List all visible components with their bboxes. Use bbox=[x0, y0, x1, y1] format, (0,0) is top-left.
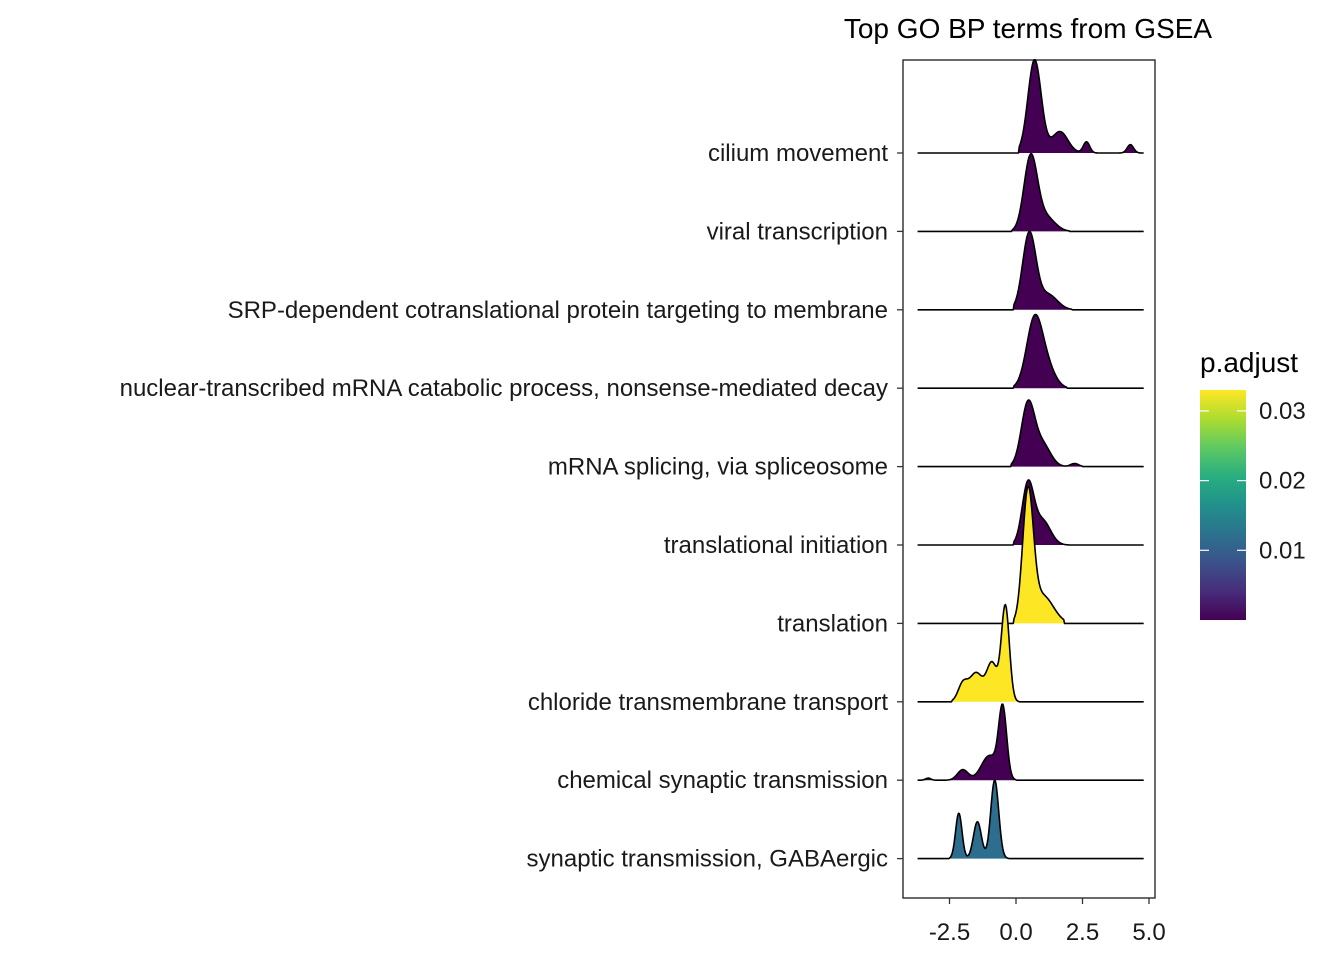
ridge-density-fill bbox=[949, 780, 1016, 859]
legend-tick-label: 0.01 bbox=[1259, 537, 1306, 564]
y-axis: cilium movement viral transcription SRP-de… bbox=[120, 140, 903, 873]
ridge-group bbox=[917, 152, 1144, 233]
ridge-density-fill bbox=[1013, 231, 1072, 310]
y-tick-label: synaptic transmission, GABAergic bbox=[527, 846, 888, 873]
ridge-group bbox=[917, 230, 1144, 311]
ridge-density-fill bbox=[1018, 59, 1144, 153]
ridge-density-fill bbox=[1013, 486, 1064, 624]
legend-tick-label: 0.02 bbox=[1259, 468, 1306, 495]
x-axis: -2.5 0.0 2.5 5.0 bbox=[929, 898, 1166, 946]
y-tick-label: mRNA splicing, via spliceosome bbox=[548, 454, 888, 481]
y-tick-label: SRP-dependent cotranslational protein ta… bbox=[228, 297, 888, 324]
ridge-group bbox=[917, 485, 1144, 625]
ridge-group bbox=[917, 58, 1144, 154]
ridge-density-outline bbox=[917, 58, 1144, 154]
x-tick-label: 0.0 bbox=[999, 919, 1032, 946]
ridge-density-fill bbox=[952, 604, 1019, 702]
ridge-density-fill bbox=[917, 703, 1016, 781]
chart-title: Top GO BP terms from GSEA bbox=[844, 13, 1213, 44]
color-legend: p.adjust 0.01 0.02 0.03 bbox=[1200, 347, 1306, 620]
ridge-density-fill bbox=[1013, 314, 1067, 389]
ridge-density-outline bbox=[917, 485, 1144, 625]
ridge-density-outline bbox=[917, 230, 1144, 311]
ridge-density-fill bbox=[1010, 399, 1083, 467]
ridge-group bbox=[917, 603, 1144, 703]
legend-ticks: 0.01 0.02 0.03 bbox=[1200, 398, 1306, 564]
x-tick-label: 5.0 bbox=[1132, 919, 1165, 946]
ridge-density-outline bbox=[917, 479, 1144, 546]
ridge-density-outline bbox=[917, 152, 1144, 233]
y-tick-label: translational initiation bbox=[664, 532, 888, 559]
y-tick-label: viral transcription bbox=[707, 218, 888, 245]
ridge-group bbox=[917, 399, 1144, 468]
plot-panel-border bbox=[902, 59, 1156, 899]
y-tick-label: chemical synaptic transmission bbox=[557, 767, 888, 794]
ridge-group bbox=[917, 313, 1144, 389]
y-tick-label: cilium movement bbox=[708, 140, 888, 167]
legend-colorbar bbox=[1200, 390, 1246, 620]
ridge-density-outline bbox=[917, 399, 1144, 468]
y-tick-label: nuclear-transcribed mRNA catabolic proce… bbox=[120, 375, 888, 402]
ridges-layer bbox=[917, 58, 1144, 860]
ridge-density-outline bbox=[917, 603, 1144, 703]
ridge-density-outline bbox=[917, 779, 1144, 860]
x-tick-label: 2.5 bbox=[1066, 919, 1099, 946]
legend-title: p.adjust bbox=[1200, 347, 1298, 378]
y-tick-label: translation bbox=[777, 610, 888, 637]
ridge-density-outline bbox=[917, 313, 1144, 389]
y-tick-label: chloride transmembrane transport bbox=[528, 689, 888, 716]
x-tick-label: -2.5 bbox=[929, 919, 970, 946]
ridge-group bbox=[917, 779, 1144, 860]
ridge-density-outline bbox=[917, 703, 1144, 781]
ridge-group bbox=[917, 703, 1144, 781]
legend-tick-label: 0.03 bbox=[1259, 398, 1306, 425]
